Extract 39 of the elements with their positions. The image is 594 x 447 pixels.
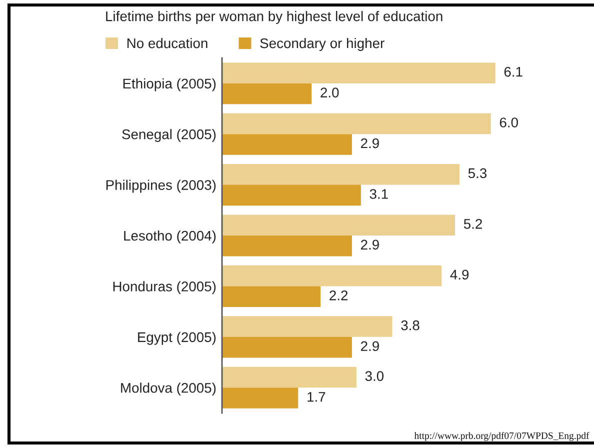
- bar: [222, 62, 496, 84]
- data-label: 1.7: [308, 392, 326, 402]
- data-label: 4.9: [450, 270, 469, 280]
- data-label: 3.0: [365, 371, 384, 381]
- bar: [222, 164, 460, 185]
- y-tick-label: Moldova (2005): [121, 382, 216, 396]
- bar: [222, 336, 352, 358]
- bar: [222, 134, 352, 155]
- data-label: 2.9: [360, 240, 379, 250]
- data-label: 2.9: [360, 138, 379, 148]
- data-label: 3.8: [401, 320, 420, 330]
- bar: [222, 286, 321, 308]
- data-label: 5.3: [468, 168, 487, 178]
- data-label: 6.0: [500, 118, 518, 128]
- y-tick-label: Honduras (2005): [113, 281, 216, 294]
- bar: [222, 214, 456, 236]
- y-tick-label: Philippines (2003): [106, 180, 216, 193]
- legend-label: Secondary or higher: [260, 38, 384, 51]
- chart-title: Lifetime births per woman by highest level of education: [106, 11, 442, 24]
- data-label: 5.2: [464, 218, 482, 229]
- bar: [222, 265, 442, 286]
- bar: [222, 184, 361, 206]
- data-label: 3.1: [370, 189, 388, 199]
- data-label: 2.0: [320, 88, 339, 98]
- bar: [222, 236, 352, 256]
- text: http://www.prb.org/pdf07/07WPDS_Eng.pdf: [414, 432, 590, 441]
- y-tick-label: Senegal (2005): [122, 129, 216, 142]
- data-label: 6.1: [504, 66, 522, 77]
- bar: [222, 316, 392, 337]
- legend-label: No education: [127, 38, 208, 48]
- y-tick-label: Egypt (2005): [138, 332, 216, 345]
- data-label: 2.2: [330, 290, 348, 300]
- data-label: 2.9: [360, 341, 379, 352]
- y-tick-label: Lesotho (2004): [124, 230, 216, 244]
- y-tick-label: Ethiopia (2005): [123, 78, 216, 92]
- bar: [222, 388, 298, 408]
- bar: [222, 113, 491, 134]
- bar: [222, 366, 356, 388]
- bar: [222, 83, 312, 104]
